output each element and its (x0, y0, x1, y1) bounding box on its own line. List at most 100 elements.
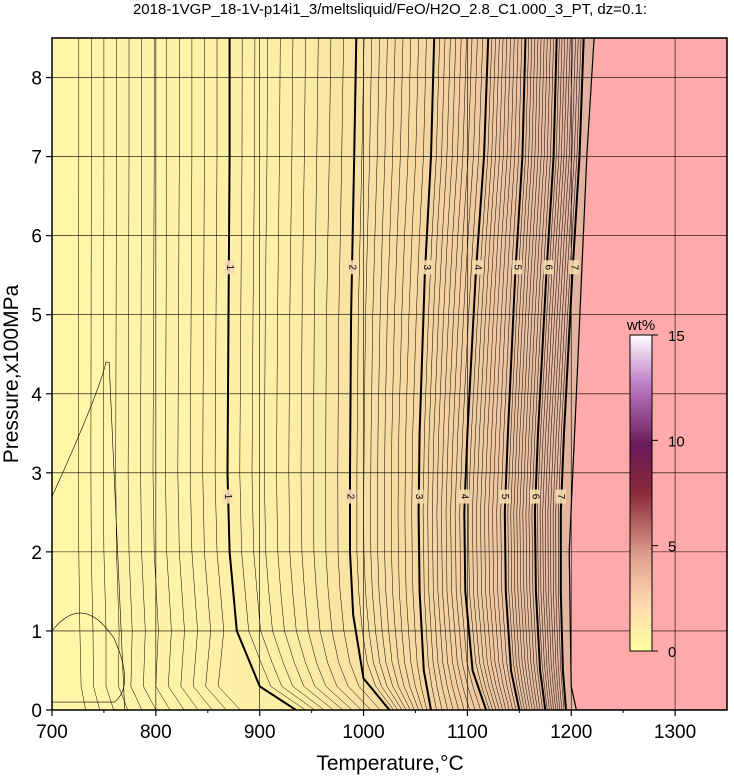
x-axis-label: Temperature,°C (316, 752, 463, 775)
grid (52, 38, 727, 710)
x-tick-label: 1300 (654, 722, 696, 743)
contour-label-1: 1 (222, 494, 233, 500)
minor-contour (404, 38, 423, 710)
contour-label-6: 6 (543, 264, 554, 270)
minor-contour (90, 38, 100, 710)
contour-label-7: 7 (569, 264, 580, 270)
minor-contour (436, 38, 457, 710)
minor-contour (522, 38, 545, 710)
contour-label-bg (555, 489, 566, 504)
contour-label-bg (543, 260, 554, 275)
contour-2 (349, 38, 391, 710)
contour-label-bg (472, 260, 483, 275)
minor-contour (545, 38, 568, 710)
minor-contour (445, 38, 467, 710)
y-tick-label: 5 (31, 306, 42, 327)
y-tick-label: 1 (31, 622, 42, 643)
minor-contour (472, 38, 496, 710)
minor-contour (189, 38, 213, 710)
y-tick-label: 3 (31, 464, 42, 485)
minor-contour (525, 38, 548, 710)
minor-contour (313, 38, 362, 710)
minor-contour (476, 38, 500, 710)
minor-contour (177, 38, 199, 710)
contour-label-bg (499, 489, 510, 504)
contour-labels: 1 1 2 2 3 3 4 4 5 5 6 6 7 7 (222, 260, 580, 504)
minor-contour (300, 38, 353, 710)
minor-contour (152, 38, 171, 710)
minor-contour (239, 38, 306, 710)
contour-label-bg (347, 260, 358, 275)
contour-label-bg (345, 489, 356, 504)
minor-contour (496, 38, 519, 710)
contour-label-bg (421, 260, 432, 275)
colorbar-ticks: 0 5 10 15 (652, 328, 685, 661)
minor-contour (251, 38, 315, 710)
minor-contour (480, 38, 504, 710)
chart-title: 2018-1VGP_18-1V-p14i1_3/meltsliquid/FeO/… (133, 1, 647, 18)
minor-contour (214, 38, 241, 710)
minor-contour (411, 38, 428, 710)
minor-contour (542, 38, 566, 710)
minor-contours (52, 38, 582, 710)
contour-label-bg (529, 489, 540, 504)
minor-contour (78, 38, 86, 710)
plot-area: 1 1 2 2 3 3 4 4 5 5 6 6 7 7 (52, 38, 727, 710)
minor-contour (377, 38, 407, 710)
minor-contour (427, 38, 446, 710)
contour-label-bg (512, 260, 523, 275)
minor-contour (519, 38, 542, 710)
minor-contour (276, 38, 334, 710)
colorbar-label: wt% (626, 317, 655, 334)
x-tick-label: 800 (140, 722, 172, 743)
minor-contour (432, 38, 451, 710)
contour-label-5: 5 (499, 494, 510, 500)
minor-contour (356, 38, 394, 710)
minor-contour (264, 38, 325, 710)
colorbar-tick-label: 15 (668, 328, 685, 345)
y-axis: 0 1 2 3 4 5 6 7 8 (31, 69, 52, 722)
minor-contour (552, 38, 576, 710)
contour-label-4: 4 (472, 264, 483, 270)
contour-label-6: 6 (529, 494, 540, 500)
contour-label-2: 2 (344, 494, 355, 500)
x-tick-label: 1000 (342, 722, 384, 743)
minor-contour (370, 38, 403, 710)
minor-contour (450, 38, 473, 710)
y-tick-label: 6 (31, 227, 42, 248)
y-tick-label: 2 (31, 543, 42, 564)
minor-contour (103, 38, 114, 710)
minor-contour (52, 612, 125, 703)
minor-contour (337, 38, 381, 710)
colorbar-tick-label: 5 (668, 539, 676, 556)
minor-contour (488, 38, 511, 710)
colorbar-tick-label: 10 (668, 433, 685, 450)
minor-contour (397, 38, 419, 710)
contour-label-bg (224, 260, 235, 275)
x-tick-label: 1200 (550, 722, 592, 743)
contour-label-1: 1 (224, 264, 235, 270)
x-axis: 700 800 900 1000 1100 1200 1300 (36, 710, 696, 743)
y-axis-label: Pressure,x100MPa (0, 284, 23, 463)
minor-contour (484, 38, 508, 710)
minor-contour (441, 38, 462, 710)
contour-label-4: 4 (459, 494, 470, 500)
minor-contour (390, 38, 415, 710)
contour-label-3: 3 (413, 494, 424, 500)
minor-contour (510, 38, 533, 710)
minor-contour (539, 38, 563, 710)
minor-contour (288, 38, 343, 710)
contour-1 (226, 38, 297, 710)
contour-label-3: 3 (421, 264, 432, 270)
minor-contour (325, 38, 371, 710)
minor-contour (492, 38, 515, 710)
x-tick-label: 1100 (447, 722, 488, 743)
y-tick-label: 7 (31, 148, 42, 169)
x-tick-label: 900 (244, 722, 276, 743)
contour-label-7: 7 (555, 494, 566, 500)
x-tick-label: 700 (36, 722, 68, 743)
plot-frame (51, 37, 728, 711)
minor-contour (115, 38, 129, 710)
contour-label-bg (222, 489, 233, 504)
